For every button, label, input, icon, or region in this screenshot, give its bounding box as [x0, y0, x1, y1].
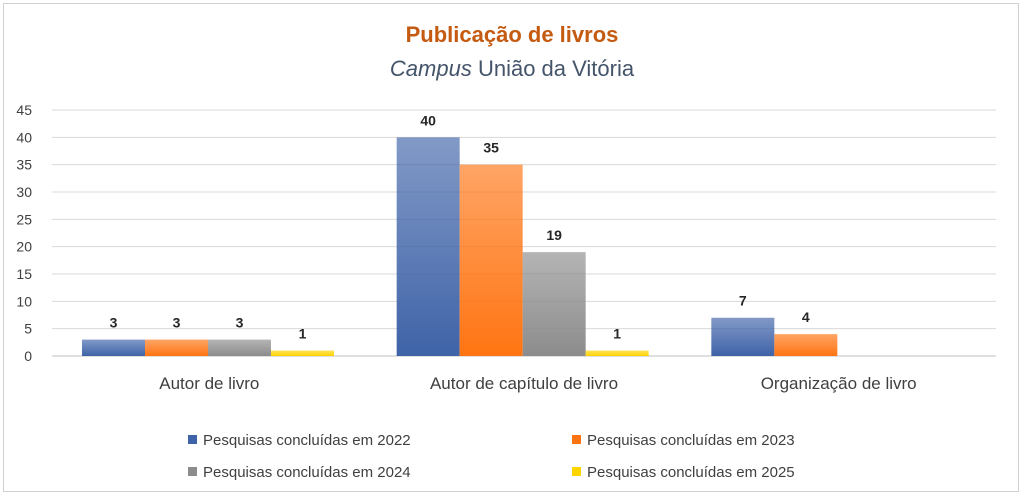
- bar-2-0: [208, 339, 271, 356]
- data-label: 3: [110, 315, 118, 331]
- data-label: 35: [483, 140, 499, 156]
- data-label: 7: [739, 293, 747, 309]
- y-tick-label: 20: [16, 239, 32, 255]
- bar-3-1: [585, 350, 649, 356]
- bar-chart: 3 3 3 1 40 35 19 1 7 4 0 5 10 15 20 25 30 35 40 45 Autor d…: [16, 102, 996, 393]
- legend-item-2023: Pesquisas concluídas em 2023: [572, 432, 795, 449]
- y-tick-label: 15: [16, 266, 32, 282]
- y-tick-label: 0: [24, 348, 32, 364]
- y-tick-label: 25: [16, 211, 32, 227]
- category-label: Autor de capítulo de livro: [430, 374, 618, 393]
- subtitle-rest: União da Vitória: [477, 56, 635, 81]
- bar-0-1: [396, 137, 460, 356]
- legend-label-2022: Pesquisas concluídas em 2022: [203, 432, 411, 449]
- bar-1-1: [459, 164, 523, 356]
- data-label: 1: [613, 326, 621, 342]
- y-tick-label: 30: [16, 184, 32, 200]
- data-label: 3: [173, 315, 181, 331]
- data-label: 3: [236, 315, 244, 331]
- legend-label-2025: Pesquisas concluídas em 2025: [587, 464, 795, 481]
- y-tick-label: 5: [24, 321, 32, 337]
- bar-0-0: [82, 339, 145, 356]
- legend-item-2024: Pesquisas concluídas em 2024: [188, 464, 411, 481]
- data-label: 19: [546, 227, 562, 243]
- chart-subtitle: Campus União da Vitória: [0, 56, 1024, 82]
- subtitle-italic: Campus: [389, 56, 472, 81]
- legend-item-2022: Pesquisas concluídas em 2022: [188, 432, 411, 449]
- category-label: Autor de livro: [159, 374, 259, 393]
- y-tick-label: 35: [16, 157, 32, 173]
- bar-2-1: [522, 252, 586, 356]
- y-tick-label: 45: [16, 102, 32, 118]
- bar-1-2: [774, 334, 838, 356]
- legend-swatch-2024: [188, 467, 197, 476]
- chart-title: Publicação de livros: [405, 22, 619, 47]
- legend-item-2025: Pesquisas concluídas em 2025: [572, 464, 795, 481]
- legend-label-2023: Pesquisas concluídas em 2023: [587, 432, 795, 449]
- legend-swatch-2023: [572, 435, 581, 444]
- y-tick-label: 40: [16, 129, 32, 145]
- legend-label-2024: Pesquisas concluídas em 2024: [203, 464, 411, 481]
- data-label: 1: [299, 326, 307, 342]
- data-label: 4: [802, 309, 810, 325]
- bar-1-0: [145, 339, 208, 356]
- bar-0-2: [711, 317, 775, 356]
- y-tick-label: 10: [16, 293, 32, 309]
- legend-swatch-2025: [572, 467, 581, 476]
- data-label: 40: [420, 112, 436, 128]
- legend-swatch-2022: [188, 435, 197, 444]
- category-label: Organização de livro: [761, 374, 917, 393]
- bar-3-0: [271, 350, 334, 356]
